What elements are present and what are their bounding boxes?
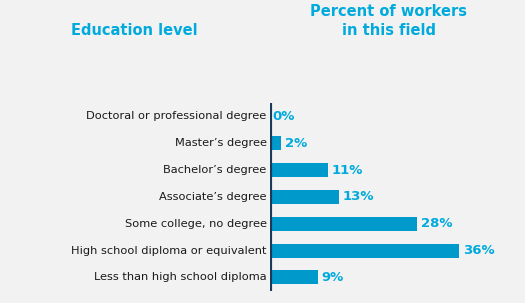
- Text: 11%: 11%: [332, 164, 363, 177]
- Bar: [270, 163, 328, 177]
- Text: Some college, no degree: Some college, no degree: [125, 219, 267, 229]
- Text: Less than high school diploma: Less than high school diploma: [94, 272, 267, 282]
- Text: High school diploma or equivalent: High school diploma or equivalent: [71, 246, 267, 256]
- Bar: [270, 136, 281, 150]
- Bar: [270, 190, 339, 204]
- Text: 0%: 0%: [272, 110, 295, 123]
- Text: Master’s degree: Master’s degree: [175, 138, 267, 148]
- Text: Doctoral or professional degree: Doctoral or professional degree: [87, 112, 267, 122]
- Text: 9%: 9%: [321, 271, 343, 284]
- Bar: [270, 244, 459, 258]
- Text: 2%: 2%: [285, 137, 307, 150]
- Text: Bachelor’s degree: Bachelor’s degree: [163, 165, 267, 175]
- Bar: [270, 271, 318, 285]
- Text: Percent of workers
in this field: Percent of workers in this field: [310, 5, 467, 38]
- Text: Education level: Education level: [70, 23, 197, 38]
- Text: Associate’s degree: Associate’s degree: [159, 192, 267, 202]
- Text: 13%: 13%: [342, 191, 374, 203]
- Text: 36%: 36%: [463, 244, 495, 257]
- Text: 28%: 28%: [421, 217, 453, 230]
- Bar: [270, 217, 417, 231]
